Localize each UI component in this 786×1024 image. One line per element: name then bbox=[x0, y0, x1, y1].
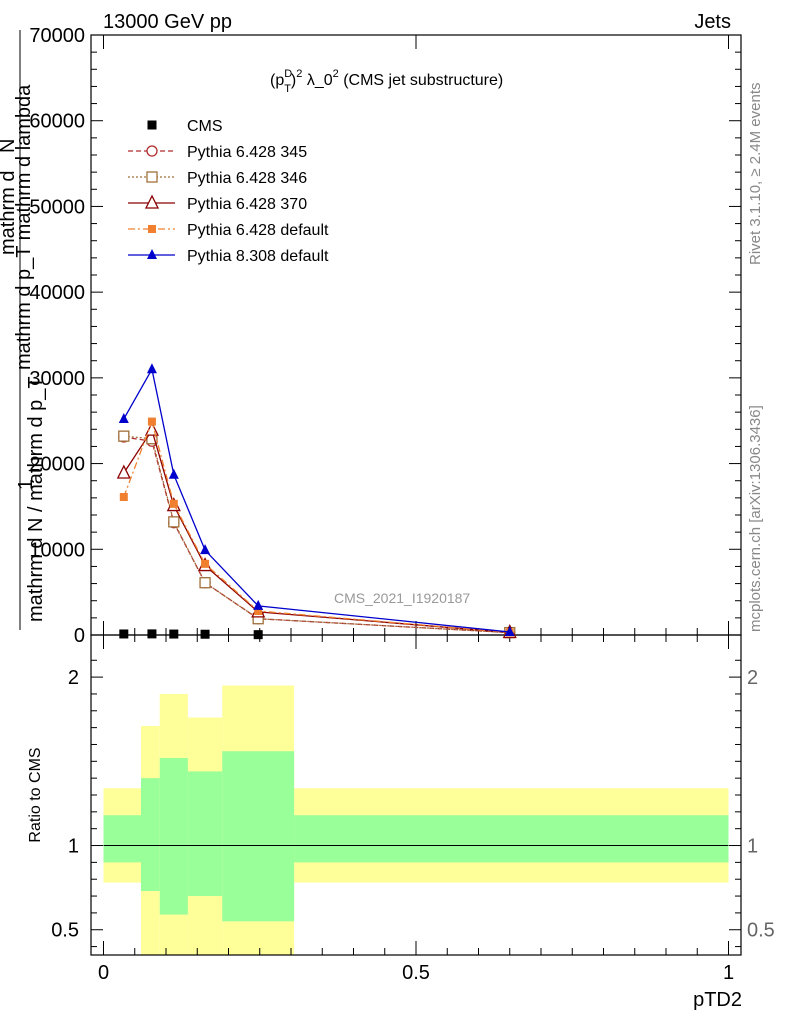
svg-text:N: N bbox=[0, 139, 19, 153]
main-title: (pD T)2 λ_02 (CMS jet substructure) bbox=[270, 68, 503, 95]
data-point bbox=[504, 626, 515, 636]
data-point bbox=[169, 499, 178, 508]
svg-text:1: 1 bbox=[15, 479, 37, 490]
svg-text:mathrm d N / mathrm d p_T: mathrm d N / mathrm d p_T bbox=[25, 376, 47, 622]
data-point bbox=[168, 468, 179, 479]
legend-label: Pythia 6.428 370 bbox=[187, 196, 307, 213]
svg-text:mathrm d: mathrm d bbox=[0, 171, 19, 255]
series-line-5 bbox=[123, 367, 510, 633]
data-point bbox=[200, 544, 211, 555]
legend-label: Pythia 6.428 346 bbox=[187, 170, 307, 187]
main-y-tick-label: 40000 bbox=[29, 282, 85, 304]
series-line-2 bbox=[123, 435, 510, 634]
data-point bbox=[168, 516, 180, 528]
y-axis-label: mathrm d N / mathrm d p_T 1 mathrm d N m… bbox=[0, 30, 47, 630]
ratio-band-green-2 bbox=[159, 757, 188, 915]
svg-text:mathrm d p_T mathrm d lambda: mathrm d p_T mathrm d lambda bbox=[13, 84, 35, 370]
main-y-tick-label: 60000 bbox=[29, 111, 85, 133]
x-tick-label: 0 bbox=[98, 962, 109, 984]
x-tick-label: 1 bbox=[723, 962, 734, 984]
legend-item-0: CMS bbox=[147, 118, 223, 135]
data-point bbox=[116, 464, 131, 479]
main-y-tick-label: 70000 bbox=[29, 25, 85, 47]
data-point bbox=[118, 430, 130, 442]
series-0 bbox=[119, 629, 263, 640]
data-point bbox=[119, 493, 128, 501]
ratio-band-green-5 bbox=[294, 815, 729, 863]
data-point bbox=[200, 629, 210, 639]
data-point bbox=[146, 363, 157, 374]
data-point bbox=[118, 413, 129, 423]
mcplots-label: mcplots.cern.ch [arXiv:1306.3436] bbox=[747, 405, 764, 632]
ratio-band-green-3 bbox=[187, 771, 223, 897]
legend-marker bbox=[147, 120, 157, 130]
ratio-y-tick-label-right: 1 bbox=[747, 836, 758, 858]
ratio-y-tick-label: 1 bbox=[68, 836, 79, 858]
legend-label: Pythia 8.308 default bbox=[187, 248, 329, 265]
legend-marker bbox=[144, 194, 160, 209]
series-2 bbox=[118, 430, 516, 639]
process-label: Jets bbox=[694, 11, 731, 33]
data-point bbox=[119, 629, 129, 639]
series-line-4 bbox=[123, 419, 510, 634]
main-y-tick-label: 20000 bbox=[29, 454, 85, 476]
x-axis-label: pTD2 bbox=[693, 989, 742, 1011]
rivet-label: Rivet 3.1.10, ≥ 2.4M events bbox=[747, 83, 764, 266]
data-point bbox=[199, 577, 211, 589]
main-y-tick-label: 30000 bbox=[29, 368, 85, 390]
series-line-3 bbox=[123, 428, 510, 634]
legend-marker bbox=[148, 225, 156, 233]
legend-item-2: Pythia 6.428 346 bbox=[128, 170, 307, 187]
legend-marker bbox=[146, 145, 158, 157]
data-point bbox=[169, 629, 179, 639]
analysis-watermark: CMS_2021_I1920187 bbox=[334, 590, 470, 606]
ratio-band-green-4 bbox=[222, 751, 295, 922]
x-tick-label: 0.5 bbox=[402, 962, 430, 984]
data-point bbox=[254, 607, 263, 615]
main-y-tick-label: 50000 bbox=[29, 196, 85, 218]
ratio-band-green-0 bbox=[103, 815, 141, 863]
ratio-y-tick-label: 0.5 bbox=[51, 920, 79, 942]
legend-marker bbox=[147, 249, 157, 259]
data-point bbox=[147, 417, 156, 426]
main-y-tick-label: 0 bbox=[74, 625, 85, 647]
legend-marker bbox=[146, 171, 158, 183]
ratio-y-tick-label-right: 2 bbox=[747, 667, 758, 689]
data-point bbox=[253, 599, 264, 610]
series-5 bbox=[118, 363, 515, 636]
legend-label: CMS bbox=[187, 118, 223, 135]
legend-label: Pythia 6.428 default bbox=[187, 222, 329, 239]
legend-item-1: Pythia 6.428 345 bbox=[128, 144, 307, 161]
data-point bbox=[253, 630, 263, 640]
data-point bbox=[147, 629, 157, 639]
energy-label: 13000 GeV pp bbox=[103, 11, 232, 33]
legend-item-3: Pythia 6.428 370 bbox=[128, 194, 307, 213]
ratio-axis-label: Ratio to CMS bbox=[27, 747, 44, 842]
legend-item-5: Pythia 8.308 default bbox=[128, 248, 329, 265]
series-1 bbox=[118, 431, 516, 639]
legend-item-4: Pythia 6.428 default bbox=[128, 222, 329, 239]
data-point bbox=[201, 559, 210, 568]
ratio-y-tick-label: 2 bbox=[68, 667, 79, 689]
ratio-y-tick-label-right: 0.5 bbox=[747, 920, 775, 942]
ratio-band-green-1 bbox=[141, 778, 160, 891]
legend-label: Pythia 6.428 345 bbox=[187, 144, 307, 161]
main-y-tick-label: 10000 bbox=[29, 539, 85, 561]
